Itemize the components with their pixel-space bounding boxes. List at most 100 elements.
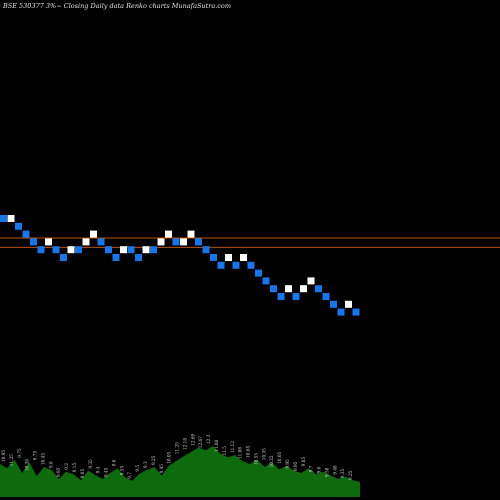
chart-title: BSE 530377 3%~ Closing Daily data Renko … bbox=[2, 2, 231, 10]
renko-brick bbox=[217, 261, 225, 269]
volume-label: 9.75 bbox=[17, 448, 22, 458]
renko-brick bbox=[127, 246, 135, 254]
volume-label: 9.4 bbox=[96, 466, 101, 473]
renko-bricks bbox=[0, 215, 360, 316]
volume-label: 9.25 bbox=[348, 470, 353, 480]
volume-label: 9.35 bbox=[340, 469, 345, 479]
renko-brick bbox=[52, 246, 60, 254]
volume-label: 9.8 bbox=[48, 461, 53, 468]
renko-brick bbox=[225, 254, 232, 261]
volume-label: 9.7 bbox=[309, 465, 314, 472]
volume-label: 9.58 bbox=[324, 467, 329, 477]
volume-label: 9.25 bbox=[151, 455, 156, 465]
renko-brick bbox=[172, 238, 180, 246]
renko-brick bbox=[135, 254, 142, 261]
renko-brick bbox=[330, 300, 337, 308]
renko-brick bbox=[45, 238, 52, 246]
volume-area bbox=[0, 446, 360, 497]
renko-brick bbox=[210, 254, 217, 261]
renko-brick bbox=[37, 246, 45, 254]
volume-label: 10.95 bbox=[1, 450, 6, 462]
volume-label: 10.05 bbox=[167, 451, 172, 463]
renko-brick bbox=[345, 300, 352, 308]
renko-brick bbox=[112, 254, 120, 261]
renko-brick bbox=[202, 246, 210, 254]
renko-brick bbox=[255, 269, 262, 277]
renko-brick bbox=[300, 285, 307, 293]
renko-brick bbox=[142, 246, 150, 254]
renko-brick bbox=[15, 222, 22, 230]
renko-brick bbox=[232, 261, 240, 269]
renko-brick bbox=[322, 293, 330, 300]
volume-label: 11.25 bbox=[175, 442, 180, 454]
volume-label: 11.12 bbox=[230, 441, 235, 453]
volume-label: 9.5 bbox=[135, 465, 140, 472]
volume-label: 10.35 bbox=[261, 448, 266, 460]
renko-brick bbox=[75, 246, 82, 254]
volume-label: 9.48 bbox=[332, 465, 337, 475]
volume-label: 12.69 bbox=[190, 433, 195, 445]
renko-brick bbox=[247, 261, 255, 269]
renko-brick bbox=[262, 277, 270, 285]
renko-brick bbox=[30, 238, 37, 246]
volume-label: 10.45 bbox=[40, 453, 45, 465]
volume-label: 9.95 bbox=[293, 461, 298, 471]
renko-brick bbox=[7, 215, 15, 222]
volume-label: 9.2 bbox=[64, 463, 69, 470]
volume-label: 9.6 bbox=[317, 466, 322, 473]
volume-label: 12.18 bbox=[182, 438, 187, 450]
volume-label: 9.6 bbox=[111, 459, 116, 466]
renko-brick bbox=[292, 293, 300, 300]
volume-label: 10.85 bbox=[246, 445, 251, 457]
volume-label: 10.55 bbox=[253, 453, 258, 465]
renko-brick bbox=[90, 230, 97, 238]
volume-label: 10.22 bbox=[269, 455, 274, 467]
volume-label: 9.75 bbox=[33, 451, 38, 461]
renko-brick bbox=[22, 230, 30, 238]
volume-label: 9.85 bbox=[301, 457, 306, 467]
volume-label: 9.35 bbox=[88, 459, 93, 469]
volume-label: 9.45 bbox=[104, 467, 109, 477]
volume-label: 9.45 bbox=[159, 464, 164, 474]
renko-brick bbox=[67, 246, 75, 254]
renko-brick bbox=[157, 238, 165, 246]
volume-label: 11.25 bbox=[9, 454, 14, 466]
volume-label: 11.88 bbox=[214, 439, 219, 451]
volume-label: 9.7 bbox=[127, 472, 132, 479]
renko-brick bbox=[105, 246, 112, 254]
renko-brick bbox=[195, 238, 202, 246]
renko-brick bbox=[82, 238, 90, 246]
volume-label: 9.95 bbox=[56, 467, 61, 477]
renko-brick bbox=[307, 277, 315, 285]
renko-brick bbox=[165, 230, 172, 238]
renko-brick bbox=[270, 285, 277, 293]
renko-brick bbox=[285, 285, 292, 293]
renko-brick bbox=[180, 238, 187, 246]
volume-label: 10.36 bbox=[25, 459, 30, 471]
renko-brick bbox=[337, 308, 345, 316]
volume-label: 12.67 bbox=[198, 436, 203, 448]
renko-brick bbox=[150, 246, 157, 254]
renko-brick bbox=[97, 238, 105, 246]
renko-brick bbox=[240, 254, 247, 261]
volume-label: 9.3 bbox=[143, 461, 148, 468]
renko-brick bbox=[60, 254, 67, 261]
renko-brick bbox=[277, 293, 285, 300]
reference-lines bbox=[0, 237, 500, 248]
volume-label: 9.55 bbox=[119, 466, 124, 476]
renko-brick bbox=[0, 215, 7, 222]
volume-label: 9.15 bbox=[72, 463, 77, 473]
volume-label: 9.95 bbox=[285, 459, 290, 469]
volume-label: 11.5 bbox=[222, 446, 227, 456]
renko-brick bbox=[315, 285, 322, 293]
renko-brick bbox=[187, 230, 195, 238]
volume-label: 9.05 bbox=[80, 469, 85, 479]
renko-brick bbox=[352, 308, 360, 316]
volume-label: 10.05 bbox=[277, 451, 282, 463]
volume-label: 12.3 bbox=[206, 434, 211, 444]
volume-label: 11.06 bbox=[238, 447, 243, 459]
volume-panel bbox=[0, 446, 360, 497]
